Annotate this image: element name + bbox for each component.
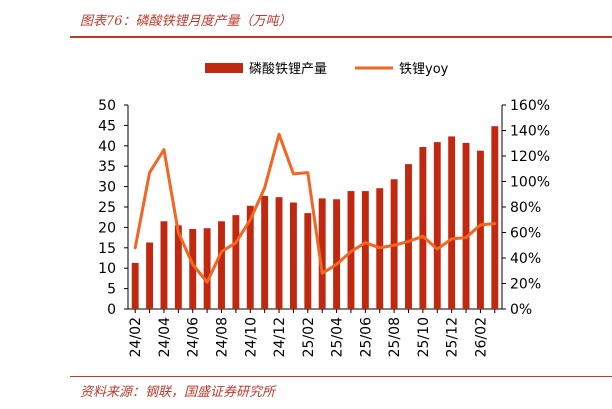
x-tick-label: 25/10 [416, 317, 432, 357]
bar [261, 195, 269, 309]
x-tick-label: 24/12 [272, 317, 288, 357]
source-note: 资料来源：钢联，国盛证券研究所 [80, 385, 276, 400]
x-tick-label: 26/02 [473, 317, 489, 357]
y-right-tick-label: 0% [510, 302, 532, 318]
bar [275, 197, 283, 309]
bar [304, 213, 312, 309]
x-tick-label: 25/06 [358, 317, 374, 357]
y-right-tick-label: 140% [510, 124, 550, 140]
bar [462, 142, 470, 309]
top-rule [70, 36, 612, 38]
bar [405, 164, 412, 309]
x-tick-label: 25/04 [330, 317, 346, 357]
y-left-tick-label: 40 [98, 139, 116, 155]
tick-labels: 0 5 10 15 20 25 30 35 40 45 50 0% 20% 40% 60% 80% 100% 12… [98, 98, 550, 357]
y-left-tick-label: 45 [98, 118, 116, 134]
x-tick-label: 25/08 [387, 317, 403, 357]
bar [131, 262, 139, 309]
bar [289, 202, 297, 309]
bar [160, 221, 168, 309]
y-left-tick-label: 5 [107, 282, 116, 298]
yoy-line [133, 132, 497, 284]
y-right-tick-label: 120% [510, 149, 550, 165]
bar [318, 198, 326, 309]
y-left-tick-label: 10 [98, 261, 116, 277]
figure-title: 图表76：磷酸铁锂月度产量（万吨） [80, 14, 292, 29]
x-tick-label: 25/12 [445, 317, 461, 357]
y-right-tick-label: 20% [510, 277, 541, 293]
bar [448, 136, 456, 309]
x-tick-label: 25/02 [301, 317, 317, 357]
y-right-tick-label: 80% [510, 200, 541, 216]
bar [333, 199, 341, 309]
bar [189, 229, 197, 309]
legend: 磷酸铁锂产量 铁锂yoy [205, 62, 449, 77]
x-tick-label: 24/02 [128, 317, 144, 357]
y-right-tick-label: 60% [510, 226, 541, 242]
y-left-tick-label: 35 [98, 159, 116, 175]
bar [174, 225, 182, 309]
y-left-tick-label: 25 [98, 200, 116, 216]
x-tick-label: 24/06 [186, 317, 202, 357]
legend-bar-label: 磷酸铁锂产量 [249, 62, 327, 77]
y-left-tick-label: 50 [98, 98, 116, 114]
y-left-tick-label: 20 [98, 220, 116, 236]
bar [361, 191, 369, 309]
bar [232, 215, 240, 309]
bar [146, 242, 154, 309]
x-tick-label: 24/08 [215, 317, 231, 357]
bar [419, 147, 427, 309]
y-left-tick-label: 15 [98, 241, 116, 257]
y-left-tick-label: 0 [107, 302, 116, 318]
bar [203, 228, 211, 309]
bar [433, 142, 441, 309]
line-series [133, 132, 497, 284]
legend-bar-swatch [205, 63, 243, 73]
y-right-tick-label: 40% [510, 251, 541, 267]
bar [218, 221, 225, 309]
y-left-tick-label: 30 [98, 180, 116, 196]
x-tick-label: 24/04 [157, 317, 173, 357]
legend-line-label: 铁锂yoy [399, 62, 449, 77]
bar [246, 205, 254, 309]
bar [491, 126, 499, 309]
x-tick-label: 24/10 [243, 317, 259, 357]
y-right-tick-label: 160% [510, 98, 550, 114]
bar [476, 150, 484, 309]
bottom-rule [70, 376, 612, 377]
y-right-tick-label: 100% [510, 175, 550, 191]
